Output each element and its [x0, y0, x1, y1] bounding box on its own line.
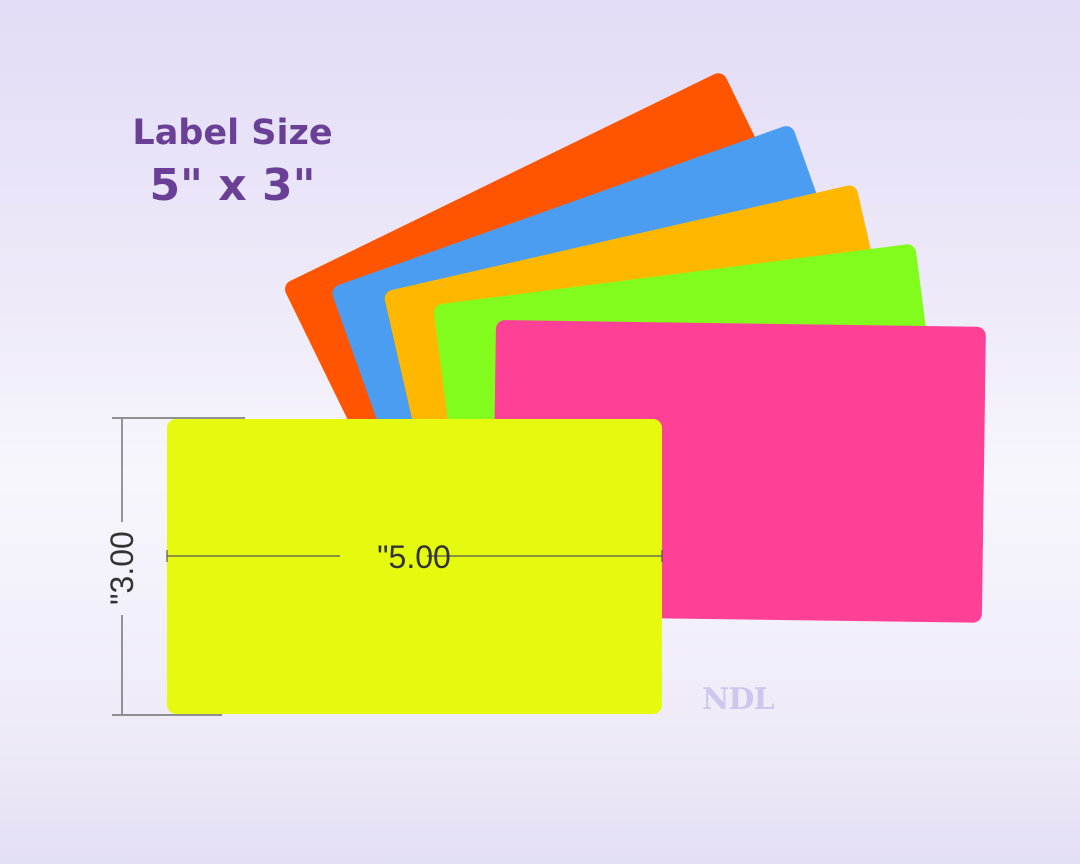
- width-dimension-label: "5.00: [377, 539, 451, 575]
- heading-dimensions: 5" x 3": [149, 160, 316, 211]
- lime-label: [167, 419, 662, 714]
- height-dimension-label: "3.00: [104, 531, 140, 605]
- heading-label-size: Label Size: [132, 113, 333, 153]
- width-dimension-lines: [166, 550, 663, 562]
- ndl-watermark: NDL: [702, 682, 775, 717]
- height-dimension-lines: [112, 417, 245, 716]
